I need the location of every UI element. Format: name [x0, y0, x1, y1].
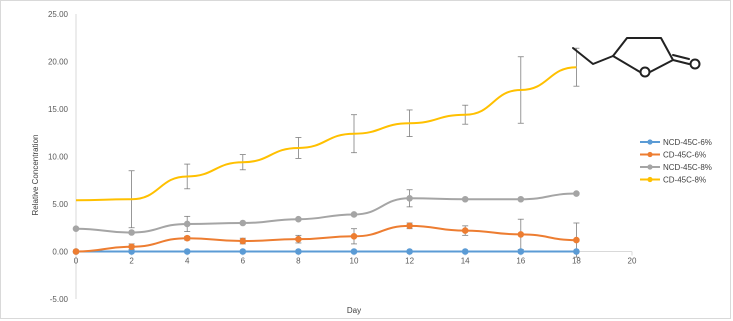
data-point-ncd-45c-8: [517, 195, 525, 203]
x-tick-label: 10: [350, 257, 359, 266]
error-bars: [128, 47, 580, 258]
x-tick-label: 0: [74, 257, 79, 266]
y-tick-label: 0.00: [52, 248, 68, 257]
x-tick-label: 14: [461, 257, 470, 266]
legend-label: CD-45C-8%: [663, 176, 706, 185]
series-lines: [75, 66, 577, 253]
x-tick-label: 2: [129, 257, 134, 266]
data-point-ncd-45c-8: [406, 195, 413, 202]
legend-label: NCD-45C-6%: [663, 138, 712, 147]
y-tick-label: 25.00: [48, 10, 69, 19]
data-point-cd-45c-6: [350, 233, 358, 240]
series-line-cd-45c-6: [75, 224, 577, 253]
y-tick-label: -5.00: [50, 295, 69, 304]
legend-marker: [647, 139, 653, 145]
y-tick-label: 10.00: [48, 153, 69, 162]
data-point-cd-45c-6: [517, 231, 525, 238]
data-point-ncd-45c-8: [183, 220, 191, 228]
x-tick-label: 4: [185, 257, 190, 266]
data-point-ncd-45c-6: [573, 248, 580, 255]
x-axis-title: Day: [347, 306, 361, 315]
data-point-cd-45c-6: [128, 243, 135, 251]
series-line-cd-45c-8: [75, 66, 577, 202]
legend: NCD-45C-6% CD-45C-6% NCD-45C-8% CD-45C-8%: [640, 138, 712, 185]
x-tick-label: 16: [516, 257, 525, 266]
data-point-ncd-45c-8: [128, 229, 135, 236]
gamma-lactone-structure-icon: [572, 37, 701, 78]
y-tick-label: 15.00: [48, 105, 69, 114]
y-tick-label: 20.00: [48, 58, 69, 67]
x-tick-label: 18: [572, 257, 581, 266]
legend-marker: [647, 176, 653, 183]
data-point-cd-45c-6: [461, 227, 469, 234]
x-tick-label: 8: [296, 257, 301, 266]
data-point-cd-45c-6: [295, 235, 302, 243]
series-line-ncd-45c-8: [75, 192, 577, 234]
data-point-ncd-45c-6: [517, 248, 525, 255]
data-point-ncd-45c-6: [239, 248, 247, 255]
data-point-ncd-45c-6: [350, 248, 358, 255]
data-point-cd-45c-6: [406, 222, 413, 230]
data-point-ncd-45c-8: [573, 190, 580, 197]
data-point-ncd-45c-6: [461, 248, 469, 255]
data-point-ncd-45c-8: [239, 219, 247, 227]
legend-label: NCD-45C-8%: [663, 163, 712, 172]
data-point-ncd-45c-6: [406, 248, 413, 255]
data-point-cd-45c-6: [72, 248, 80, 255]
x-tick-label: 12: [405, 257, 414, 266]
series-points: [72, 190, 580, 255]
y-axis-title: Relative Concentration: [31, 135, 40, 216]
data-point-cd-45c-6: [239, 237, 247, 245]
data-point-ncd-45c-6: [183, 248, 191, 255]
x-tick-label: 20: [628, 257, 637, 266]
x-tick-label: 6: [241, 257, 246, 266]
legend-marker: [647, 164, 653, 170]
data-point-ncd-45c-8: [295, 215, 302, 223]
data-point-ncd-45c-6: [295, 248, 302, 255]
legend-marker: [647, 151, 653, 158]
data-point-cd-45c-6: [183, 234, 191, 242]
y-tick-label: 5.00: [52, 200, 68, 209]
data-point-cd-45c-6: [573, 236, 580, 244]
y-axis: -5.00 0.00 5.00 10.00 15.00 20.00 25.00: [48, 10, 77, 304]
legend-label: CD-45C-6%: [663, 151, 706, 160]
data-point-ncd-45c-8: [350, 211, 358, 218]
data-point-ncd-45c-8: [72, 225, 80, 232]
data-point-ncd-45c-8: [461, 195, 469, 203]
